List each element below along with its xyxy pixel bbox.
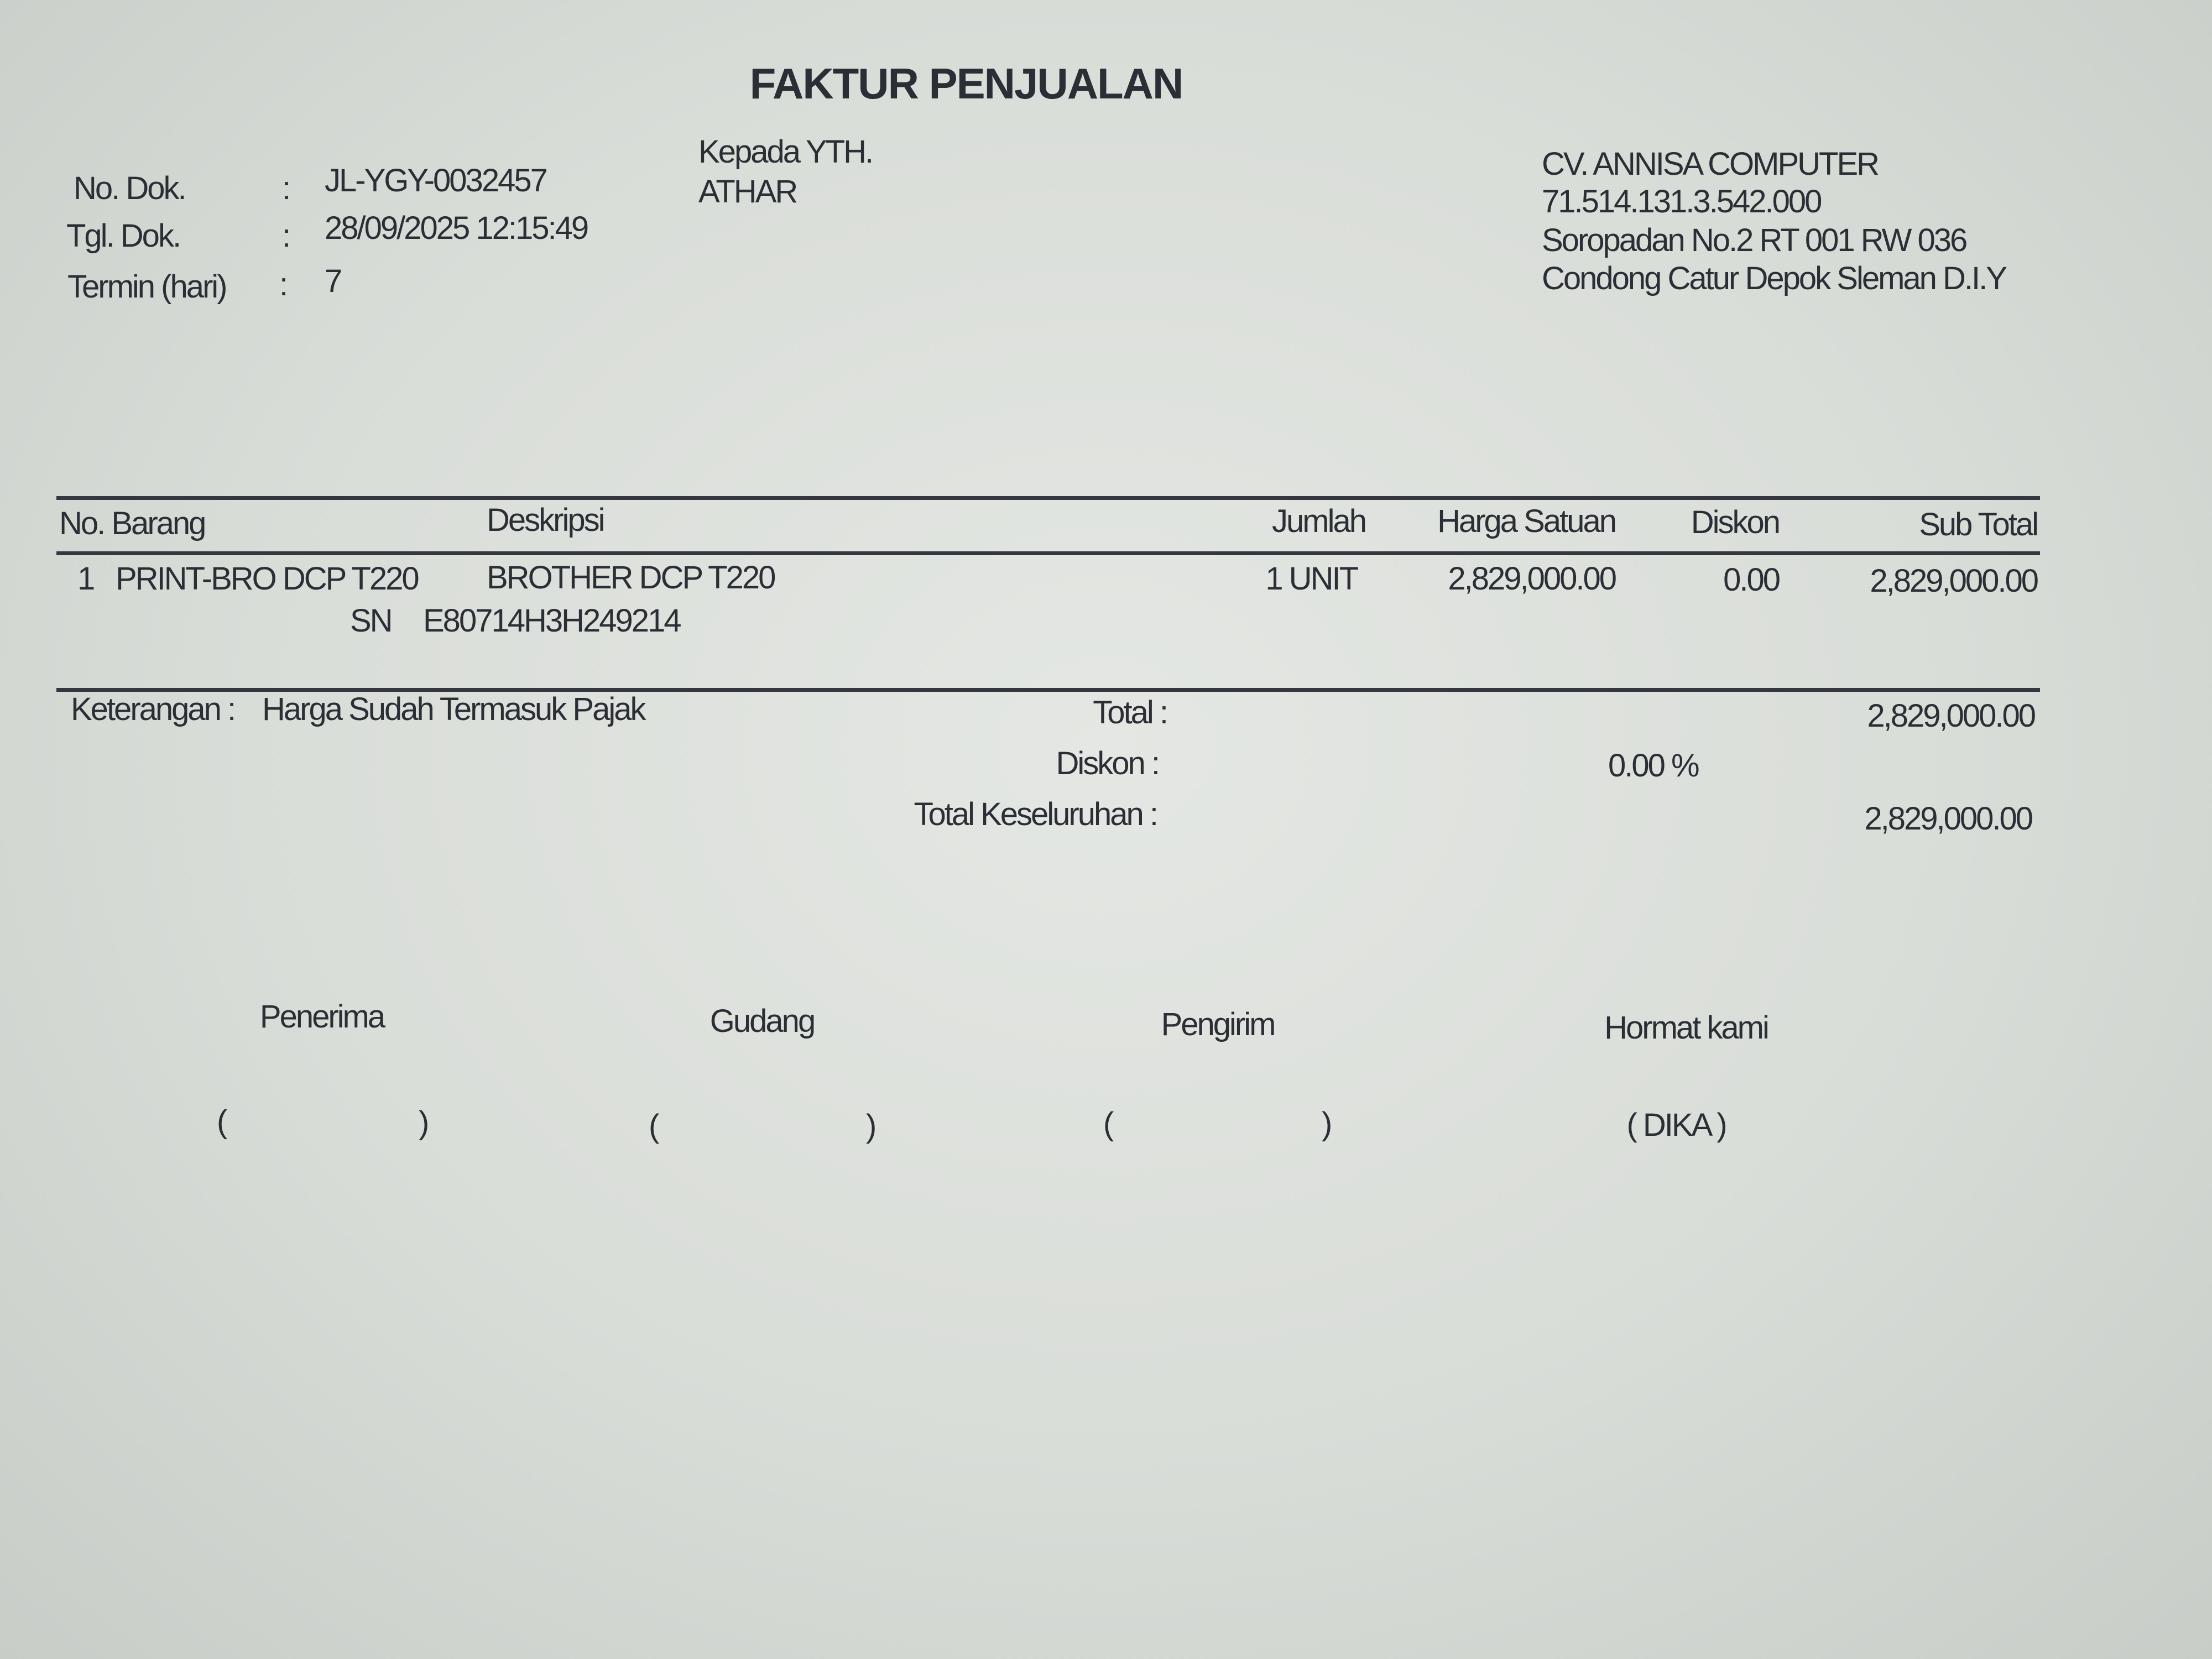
row-number: 1 — [77, 561, 95, 597]
signature-pengirim: Pengirim — [1161, 1006, 1276, 1042]
invoice-title: FAKTUR PENJUALAN — [749, 59, 1184, 108]
bracket-open: ( — [649, 1108, 659, 1144]
table-bottom-rule — [56, 688, 2040, 692]
serial-label: SN — [350, 603, 393, 639]
signature-hormat-kami: Hormat kami — [1604, 1010, 1770, 1046]
termin-label: Termin (hari) — [67, 269, 227, 305]
diskon-label: Diskon : — [1056, 745, 1160, 781]
header-jumlah: Jumlah — [1272, 503, 1367, 539]
company-address-2: Condong Catur Depok Sleman D.I.Y — [1542, 260, 2007, 296]
header-deskripsi: Deskripsi — [487, 502, 605, 538]
table-top-rule — [56, 496, 2040, 500]
bracket-open: ( — [217, 1104, 227, 1140]
serial-number: E80714H3H249214 — [423, 603, 682, 639]
no-dok-label: No. Dok. — [74, 170, 187, 206]
bracket-close: ) — [419, 1105, 429, 1141]
tgl-dok-label: Tgl. Dok. — [66, 218, 181, 254]
header-sub-total: Sub Total — [1919, 507, 2039, 542]
grand-total-value: 2,829,000.00 — [1864, 801, 2033, 837]
header-diskon: Diskon — [1691, 504, 1781, 540]
item-subtotal: 2,829,000.00 — [1870, 563, 2039, 599]
item-quantity: 1 UNIT — [1265, 561, 1359, 597]
company-address-1: Soropadan No.2 RT 001 RW 036 — [1542, 222, 1968, 258]
signer-name: ( DIKA ) — [1626, 1107, 1727, 1143]
company-name: CV. ANNISA COMPUTER — [1542, 146, 1880, 182]
bracket-close: ) — [1322, 1106, 1332, 1142]
item-description: BROTHER DCP T220 — [487, 560, 776, 596]
recipient-label: Kepada YTH. — [698, 134, 874, 170]
grand-total-label: Total Keseluruhan : — [914, 796, 1159, 832]
signature-penerima: Penerima — [259, 999, 385, 1035]
colon: : — [282, 170, 291, 206]
diskon-percent: 0.00 % — [1608, 748, 1700, 784]
company-npwp: 71.514.131.3.542.000 — [1542, 184, 1822, 220]
item-code: PRINT-BRO DCP T220 — [116, 561, 420, 597]
termin-value: 7 — [325, 263, 342, 299]
no-dok-value: JL-YGY-0032457 — [325, 163, 548, 199]
keterangan-label: Keterangan : — [71, 691, 236, 727]
signature-gudang: Gudang — [709, 1003, 816, 1039]
colon: : — [282, 218, 291, 254]
table-header-rule — [56, 551, 2040, 555]
total-label: Total : — [1093, 695, 1168, 731]
header-harga-satuan: Harga Satuan — [1437, 503, 1617, 539]
tgl-dok-value: 28/09/2025 12:15:49 — [325, 210, 589, 246]
header-no-barang: No. Barang — [59, 505, 206, 541]
item-unit-price: 2,829,000.00 — [1448, 561, 1617, 597]
item-discount: 0.00 — [1723, 562, 1781, 598]
bracket-close: ) — [866, 1108, 877, 1144]
keterangan-value: Harga Sudah Termasuk Pajak — [262, 691, 646, 727]
recipient-name: ATHAR — [698, 174, 798, 210]
colon: : — [279, 267, 288, 302]
bracket-open: ( — [1103, 1106, 1114, 1142]
total-value: 2,829,000.00 — [1867, 698, 2036, 734]
